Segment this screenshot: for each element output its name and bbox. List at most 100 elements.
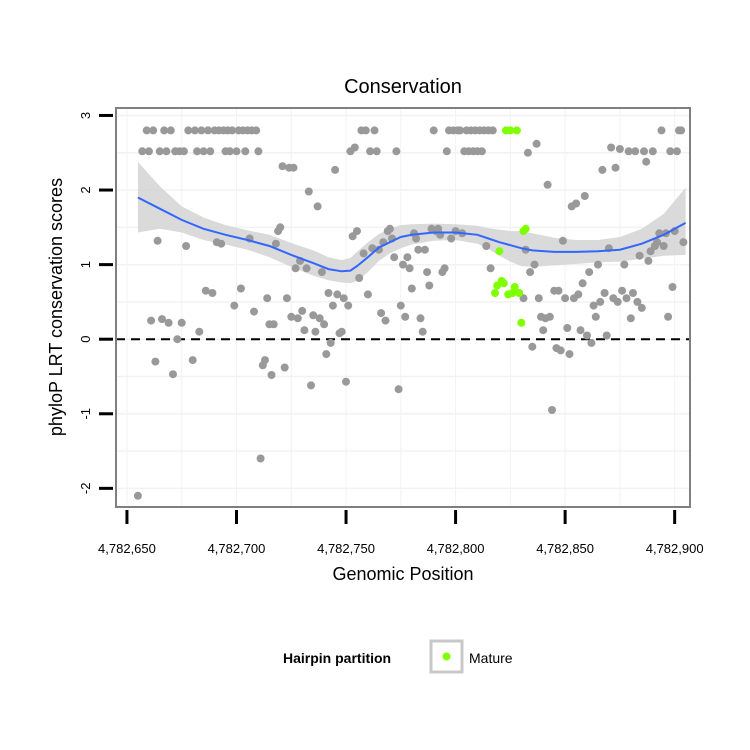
data-point-other — [280, 363, 289, 372]
data-point-other — [578, 279, 587, 288]
data-point-other — [602, 331, 611, 340]
data-point-other — [394, 385, 403, 394]
data-point-mature — [506, 126, 515, 135]
data-point-other — [523, 148, 532, 157]
data-point-other — [144, 147, 153, 156]
data-point-other — [659, 242, 668, 250]
data-point-other — [278, 162, 287, 171]
data-point-other — [543, 180, 552, 189]
x-axis-title: Genomic Position — [332, 564, 473, 584]
chart-title: Conservation — [344, 76, 462, 98]
data-point-other — [528, 342, 537, 351]
data-point-other — [607, 143, 616, 152]
data-point-other — [576, 326, 585, 335]
data-point-other — [254, 147, 263, 156]
data-point-other — [317, 268, 326, 277]
data-point-other — [256, 454, 265, 463]
x-tick-label: 4,782,800 — [427, 541, 485, 556]
data-point-other — [548, 406, 556, 414]
smooth-line-layer — [137, 196, 687, 273]
data-point-other — [225, 147, 234, 156]
data-point-other — [635, 251, 644, 260]
data-point-other — [558, 236, 567, 245]
data-point-other — [585, 268, 594, 277]
data-point-other — [414, 245, 423, 254]
data-point-other — [355, 274, 364, 282]
data-point-other — [611, 163, 620, 172]
data-point-other — [598, 165, 607, 174]
data-point-other — [133, 491, 142, 500]
data-point-other — [149, 126, 158, 135]
data-point-other — [377, 309, 386, 318]
data-point-other — [580, 192, 589, 200]
data-point-other — [392, 147, 401, 156]
data-point-other — [572, 199, 581, 208]
data-point-other — [418, 327, 427, 336]
data-point-other — [396, 301, 405, 310]
data-point-other — [250, 307, 258, 316]
data-point-other — [420, 245, 429, 254]
data-point-other — [236, 284, 245, 293]
data-point-other — [390, 253, 399, 262]
data-point-other — [241, 147, 250, 156]
data-point-other — [199, 147, 208, 156]
data-point-other — [477, 147, 486, 156]
data-point-other — [622, 294, 631, 303]
data-point-other — [230, 301, 239, 310]
data-point-other — [583, 331, 591, 340]
data-point-other — [313, 202, 322, 211]
data-point-other — [291, 264, 300, 273]
x-tick-label: 4,782,850 — [536, 541, 594, 556]
data-point-other — [574, 290, 583, 299]
data-point-other — [339, 294, 348, 303]
data-point-other — [374, 245, 383, 254]
data-point-other — [300, 326, 309, 335]
data-point-other — [315, 314, 324, 323]
data-point-mature — [491, 289, 499, 297]
data-point-other — [434, 224, 443, 233]
data-point-other — [353, 227, 361, 236]
data-point-other — [488, 126, 497, 135]
data-point-other — [532, 139, 541, 148]
legend: Hairpin partition Mature — [283, 639, 513, 674]
data-point-other — [366, 147, 375, 156]
data-point-other — [385, 224, 394, 233]
data-point-other — [158, 315, 166, 324]
data-point-other — [138, 147, 147, 156]
data-point-other — [534, 294, 543, 303]
data-point-other — [633, 297, 642, 306]
data-point-other — [142, 126, 151, 135]
data-point-mature — [508, 289, 517, 297]
data-point-other — [193, 147, 202, 156]
data-point-other — [271, 239, 280, 248]
data-point-other — [618, 286, 627, 295]
data-point-other — [626, 314, 635, 323]
data-point-other — [195, 327, 204, 336]
data-point-other — [591, 312, 600, 321]
data-point-other — [269, 320, 278, 329]
y-axis: -2 -1 0 1 2 3 — [78, 112, 113, 494]
data-point-other — [151, 357, 160, 366]
data-point-other — [359, 249, 368, 258]
data-point-other — [613, 297, 622, 306]
data-point-other — [405, 264, 414, 273]
data-point-other — [407, 284, 416, 293]
y-tick-label: 2 — [78, 186, 93, 193]
data-point-other — [261, 356, 269, 365]
data-point-other — [423, 268, 432, 277]
plot-panel-border — [115, 107, 691, 508]
legend-label-mature: Mature — [469, 650, 513, 666]
data-point-other — [600, 289, 609, 297]
data-point-other — [556, 346, 565, 355]
y-tick-label: 0 — [78, 336, 93, 343]
data-point-other — [201, 286, 210, 295]
data-point-other — [486, 264, 495, 273]
data-point-other — [629, 289, 637, 297]
data-point-other — [370, 126, 379, 135]
data-point-other — [644, 256, 653, 265]
data-point-mature — [515, 289, 524, 297]
data-point-other — [304, 187, 313, 196]
data-point-other — [326, 338, 335, 347]
data-point-other — [190, 126, 199, 135]
